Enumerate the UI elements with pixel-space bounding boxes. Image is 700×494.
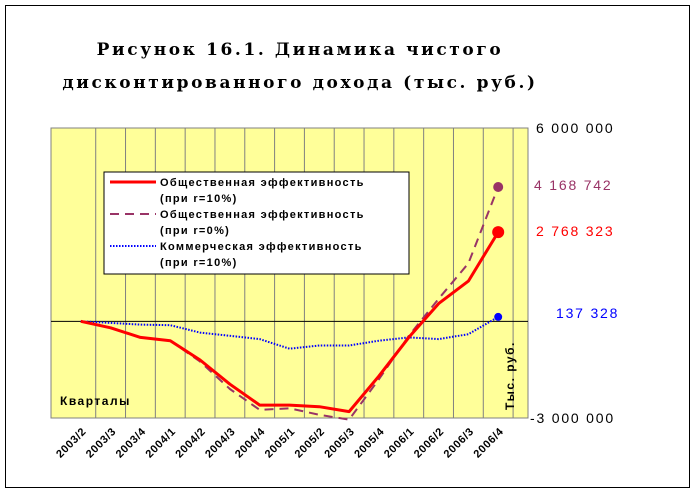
x-tick-label: 2004/3 <box>203 426 238 461</box>
x-axis-title: Кварталы <box>60 394 131 408</box>
chart-title-line1: Рисунок 16.1. Динамика чистого <box>96 40 504 60</box>
x-tick-label: 2005/1 <box>263 426 298 461</box>
x-tick-label: 2003/3 <box>84 426 119 461</box>
end-marker-r0 <box>493 182 504 193</box>
end-label-commercial: 137 328 <box>556 305 619 321</box>
x-tick-label: 2004/2 <box>173 426 208 461</box>
y-tick-label-bottom: -3 000 000 <box>530 410 615 426</box>
x-tick-label: 2005/2 <box>293 426 328 461</box>
y-axis-title: Тыс. руб. <box>503 341 517 410</box>
legend-label-commercial-line2: (при r=10%) <box>160 257 238 269</box>
legend-box <box>103 171 410 275</box>
end-label-r0: 4 168 742 <box>534 177 612 193</box>
series-line-dotted <box>80 316 499 350</box>
x-tick-label: 2006/2 <box>412 426 447 461</box>
x-tick-labels: 2003/22003/32003/42004/12004/22004/32004… <box>54 425 506 460</box>
x-tick-label: 2006/4 <box>471 425 506 460</box>
chart-title-line2: дисконтированного дохода (тыс. руб.) <box>62 73 538 93</box>
legend-label-r10-line2: (при r=10%) <box>160 193 238 205</box>
end-marker-commercial <box>494 312 503 321</box>
end-marker-r10 <box>492 226 505 239</box>
legend-label-commercial-line1: Коммерческая эффективность <box>160 241 363 253</box>
series-lines <box>80 186 500 421</box>
x-tick-label: 2004/1 <box>144 426 179 461</box>
x-tick-label: 2005/4 <box>352 425 387 460</box>
legend-label-r10-line1: Общественная эффективность <box>160 177 365 189</box>
x-tick-label: 2006/3 <box>442 426 477 461</box>
series-line-solid <box>80 231 500 414</box>
series-end-markers <box>492 182 505 321</box>
x-tick-label: 2006/1 <box>382 426 417 461</box>
x-tick-label: 2003/2 <box>54 426 89 461</box>
x-tick-label: 2005/3 <box>322 426 357 461</box>
y-tick-label-top: 6 000 000 <box>536 120 614 136</box>
end-label-r10: 2 768 323 <box>536 223 614 239</box>
chart-frame <box>5 5 690 488</box>
x-tick-label: 2004/4 <box>233 425 268 460</box>
legend-label-r0-line1: Общественная эффективность <box>160 209 365 221</box>
legend-label-r0-line2: (при r=0%) <box>160 225 230 237</box>
x-tick-label: 2003/4 <box>114 425 149 460</box>
